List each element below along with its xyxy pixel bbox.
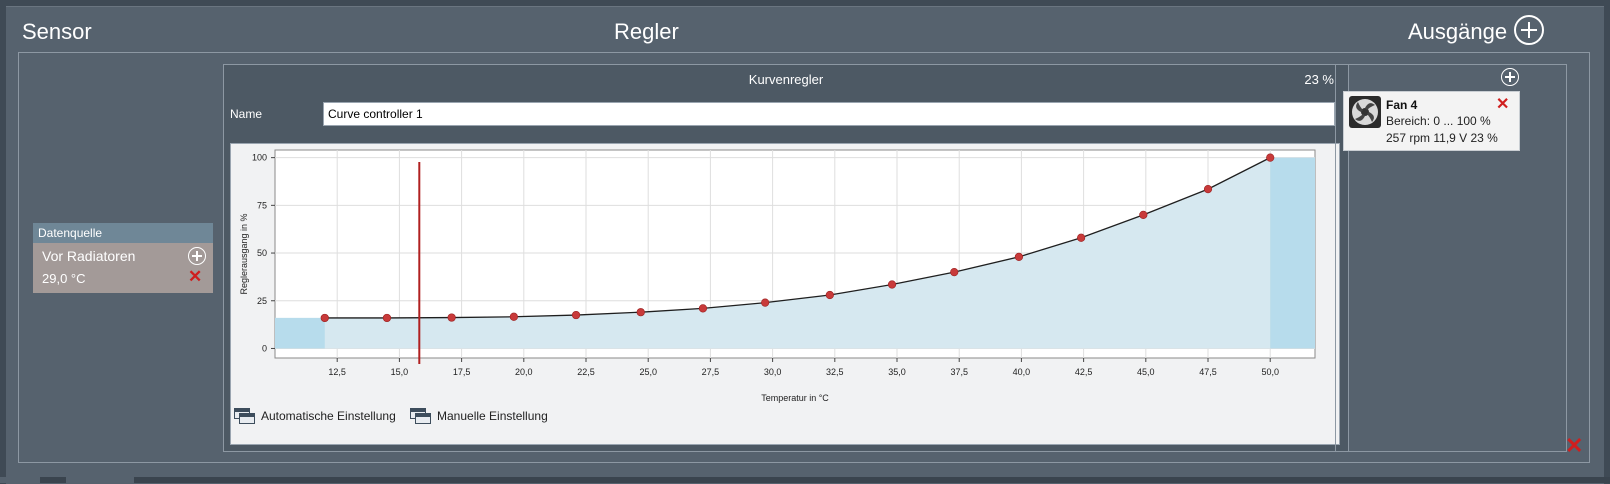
curve-point[interactable] (447, 313, 456, 322)
curve-point[interactable] (1014, 252, 1024, 261)
curve-point[interactable] (320, 313, 329, 323)
x-axis-label: Temperatur in °C (761, 393, 829, 403)
fan-name: Fan 4 (1386, 98, 1418, 112)
remove-source-icon[interactable]: ✕ (188, 267, 203, 286)
curve-point[interactable] (571, 310, 581, 320)
curve-chart: 12,5 15,0 17,5 20,0 22,5 25,0 27,5 30,0 32,5 35,0… (230, 143, 1340, 445)
controller-percent: 23 % (1304, 72, 1334, 87)
outputs-panel: Fan 4 Bereich: 0 ... 100 % 257 rpm 11,9 … (1335, 64, 1567, 452)
data-source-card: Datenquelle Vor Radiatoren 29,0 °C ✕ (33, 223, 213, 293)
x-tick-label: 12,5 (328, 367, 346, 377)
auto-setting-label: Automatische Einstellung (261, 409, 396, 423)
x-tick-label: 37,5 (950, 367, 968, 377)
source-name: Vor Radiatoren (42, 248, 136, 264)
lower-plateau (275, 317, 325, 349)
sensor-header: Sensor (22, 19, 92, 44)
x-tick-label: 22,5 (577, 367, 595, 377)
fan-status: 257 rpm 11,9 V 23 % (1386, 131, 1498, 145)
curve-controller-panel: Kurvenregler 23 % Name 12,5 15,0 17,5 20,0 2… (223, 64, 1349, 452)
curve-point[interactable] (1077, 233, 1086, 242)
main-frame (18, 52, 1590, 463)
curve-fill (275, 157, 1271, 349)
curve-line (324, 157, 1271, 319)
y-tick-label: 25 (257, 296, 267, 306)
bottom-strip (0, 477, 1610, 483)
auto-setting-button[interactable]: Automatische Einstellung (234, 408, 396, 424)
x-tick-label: 30,0 (764, 367, 782, 377)
x-tick-label: 20,0 (515, 367, 533, 377)
fan-output-card[interactable]: Fan 4 Bereich: 0 ... 100 % 257 rpm 11,9 … (1343, 91, 1520, 151)
add-fan-icon[interactable] (1501, 68, 1519, 86)
curve-chart-svg[interactable]: 12,5 15,0 17,5 20,0 22,5 25,0 27,5 30,0 32,5 35,0… (231, 144, 1339, 444)
x-tick-label: 17,5 (453, 367, 471, 377)
remove-fan-icon[interactable]: ✕ (1496, 96, 1510, 113)
manual-setting-button[interactable]: Manuelle Einstellung (410, 408, 548, 424)
y-axis-label: Reglerausgang in % (239, 213, 249, 294)
windows-icon (234, 408, 256, 424)
curve-point[interactable] (825, 290, 834, 300)
curve-point[interactable] (887, 280, 897, 289)
curve-point[interactable] (950, 268, 959, 277)
y-tick-label: 75 (257, 200, 267, 210)
fan-icon (1349, 96, 1381, 128)
y-tick-label: 100 (252, 153, 267, 163)
data-source-body: Vor Radiatoren 29,0 °C ✕ (33, 243, 213, 293)
y-tick-label: 50 (257, 248, 267, 258)
controller-header: Regler (614, 19, 679, 44)
data-source-header: Datenquelle (33, 223, 213, 243)
outputs-header: Ausgänge (1408, 19, 1508, 44)
source-value: 29,0 °C (42, 271, 86, 286)
controller-title: Kurvenregler (748, 72, 824, 87)
manual-setting-label: Manuelle Einstellung (437, 409, 548, 423)
upper-plateau (1270, 157, 1315, 349)
y-tick-label: 0 (262, 343, 267, 353)
x-tick-label: 40,0 (1013, 367, 1031, 377)
curve-point[interactable] (636, 308, 645, 317)
x-tick-label: 45,0 (1137, 367, 1155, 377)
x-tick-label: 35,0 (888, 367, 906, 377)
curve-point[interactable] (1139, 210, 1148, 219)
add-output-icon[interactable] (1514, 15, 1544, 45)
delete-controller-icon[interactable]: ✕ (1565, 433, 1584, 458)
add-source-icon[interactable] (188, 247, 206, 265)
curve-point[interactable] (382, 313, 392, 323)
x-tick-label: 15,0 (391, 367, 409, 377)
curve-point[interactable] (698, 304, 708, 313)
x-tick-label: 50,0 (1261, 367, 1279, 377)
curve-point[interactable] (1203, 185, 1213, 194)
x-tick-label: 32,5 (826, 367, 844, 377)
curve-point[interactable] (761, 298, 770, 307)
x-tick-label: 27,5 (702, 367, 720, 377)
name-label: Name (230, 107, 263, 121)
x-tick-label: 42,5 (1075, 367, 1093, 377)
x-tick-label: 25,0 (639, 367, 657, 377)
curve-point[interactable] (509, 312, 518, 321)
fan-range: Bereich: 0 ... 100 % (1386, 114, 1491, 128)
curve-point[interactable] (1266, 153, 1275, 162)
windows-icon (410, 408, 432, 424)
name-input[interactable] (323, 102, 1335, 126)
x-tick-label: 47,5 (1199, 367, 1217, 377)
